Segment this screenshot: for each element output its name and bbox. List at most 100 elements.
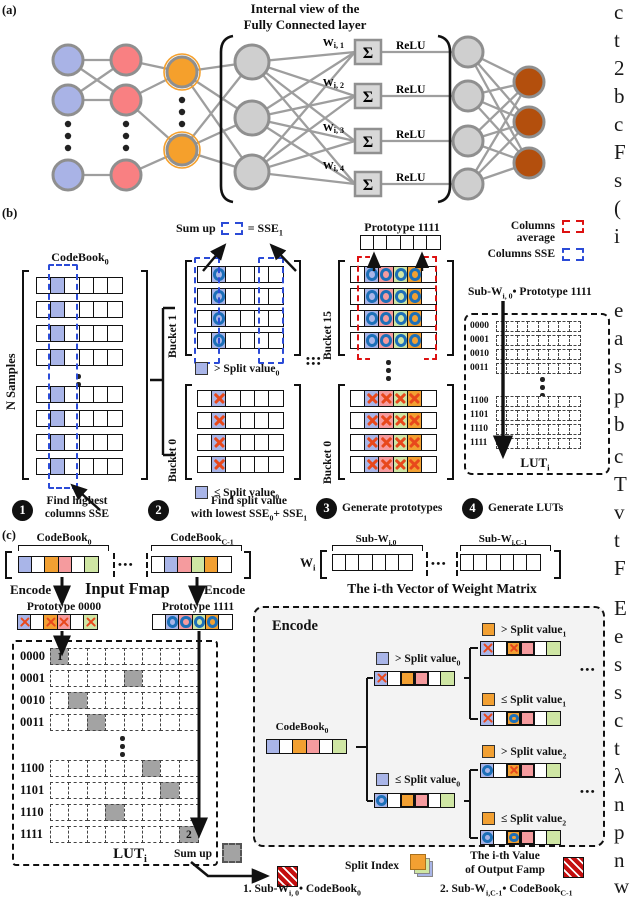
lut-i-vertical-dots [120,736,125,757]
matrix-row [36,386,124,403]
page-text-char: t [614,28,620,52]
tree-b1-row [480,763,562,778]
bucket0-rows [197,390,285,473]
cell [218,614,234,630]
lut-row: 1110 [470,424,581,435]
horizontal-dots: ••• [306,358,323,370]
cell [107,386,124,403]
bucket1-sse-col-left [194,257,220,364]
matrix-row [197,412,285,429]
weight-bracket-left [320,550,327,579]
lut-filled-cell [105,804,126,821]
page-text-char: λ [614,764,625,788]
weight-bracket-right [554,550,561,579]
lut-value-cell-icon [222,843,242,863]
lut-cell [105,714,126,731]
codebook0-overbracket [18,545,109,551]
lut-cell [68,826,89,843]
codebook0-row [18,556,100,573]
cell [413,793,429,808]
cell [364,310,381,327]
lut-cell [142,826,163,843]
columns-average-symbol [562,220,584,233]
page-text-char: F [614,556,626,580]
matrix-row [350,412,438,429]
sse1-label: = SSE1 [247,221,283,238]
page-text-char: b [614,412,625,436]
lut-cell [105,760,126,777]
lut-i-label: LUTi [113,846,147,865]
codebookC-row [151,556,233,573]
lut-cell [142,692,163,709]
lut-cell [50,782,70,799]
relu-label: ReLU [396,129,426,141]
tree-b2-row [480,830,562,845]
lut-cell [68,714,89,731]
page-text-char: e [614,298,624,322]
formula-1: 1. Sub-Wi, 0• CodeBook0 [243,883,361,898]
wi-label: Wi [300,555,316,573]
lut-row: 1111 [470,438,581,449]
lut-row-label: 0010 [20,693,45,708]
step-4-badge: 4 [462,498,483,519]
lut-cell [142,782,163,799]
lut-cell [68,782,89,799]
relu-label: ReLU [396,84,426,96]
split-cell-icon [482,745,495,758]
bucket0r-label: Bucket 0 [322,440,334,484]
lut-cell [105,648,126,665]
fc-output-node [451,79,485,113]
sigma-symbol: Σ [363,89,373,106]
lut-cell [86,760,107,777]
horizontal-dots: ••• [118,559,135,571]
subwC-label: Sub-Wi,C-1 [478,533,528,548]
cell [406,310,423,327]
panel-b-label: (b) [2,206,18,220]
neural-network-diagram: Σ Σ Σ Σ Wi, 1 Wi, 2 Wi, 3 Wi, 4 ReLU ReL… [51,34,546,204]
cell [374,793,389,808]
subw0-row [332,554,414,571]
lut-cell [178,648,199,665]
output-node [512,65,546,99]
lut-filled-cell [86,714,107,731]
lut-filled-cell [160,782,181,799]
lut-row-label: 0001 [470,334,489,345]
lut-row: 1111 2 [20,826,199,843]
page-text-char: T [614,472,627,496]
matrix-row [350,288,438,305]
lut-row-label: 1100 [20,761,45,776]
weight-labels: Wi, 1 Wi, 2 Wi, 3 Wi, 4 ReLU ReLU ReLU R… [323,37,426,184]
sigma-symbol: Σ [363,134,373,151]
cell [546,711,562,726]
tree-a2-header: ≤ Split value1 [482,693,566,707]
horizontal-dots: ••• [431,558,448,570]
lut-cell [50,692,70,709]
bucket1-label: Bucket 1 [167,314,179,358]
step-1-text: Find highest columns SSE [44,495,110,521]
output-node [512,146,546,180]
step-1-badge: 1 [12,500,33,521]
tree-a2-row [480,711,562,726]
matrix-row [197,434,285,451]
lut-cell [568,438,581,449]
lut-row: 1101 [470,410,581,421]
lut-filled-cell [142,760,163,777]
relu-label: ReLU [396,40,426,52]
prototype-row [360,235,442,250]
cell [426,235,442,250]
page-text-char: c [614,112,624,136]
columns-sse-label: Columns SSE [487,248,555,260]
sigma-symbol: Σ [363,177,373,194]
lut-cell [568,396,581,407]
lut-row-label: 1111 [470,437,488,448]
lut-cell [178,692,199,709]
lut-cell [160,826,181,843]
sumup-label: Sum up [176,221,216,235]
page-text-char: s [614,168,623,192]
matrix-row [197,390,285,407]
lut-cell [86,804,107,821]
lut-vertical-dots [540,377,545,398]
lut-cell [568,410,581,421]
cell [107,458,124,475]
